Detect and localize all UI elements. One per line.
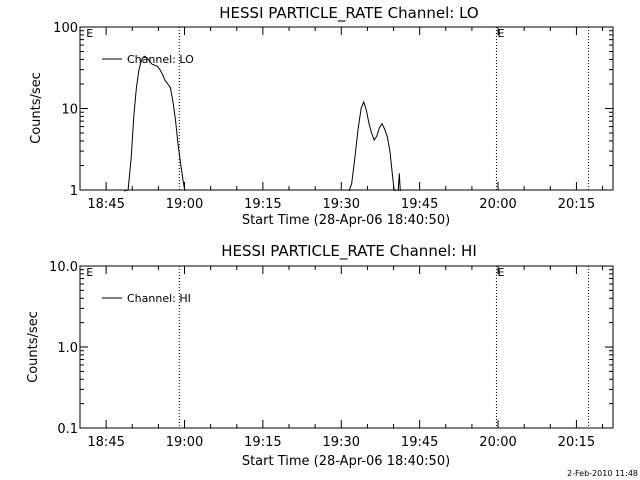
x-tick-label: 19:15 bbox=[244, 435, 281, 450]
x-tick-label: 20:15 bbox=[558, 435, 595, 450]
x-tick-label: 19:30 bbox=[323, 435, 360, 450]
y-tick-label: 1 bbox=[70, 184, 78, 199]
y-tick-label: 1.0 bbox=[57, 341, 78, 356]
legend: Channel: LO bbox=[102, 53, 194, 66]
legend-entry: Channel: LO bbox=[127, 53, 194, 66]
chart-title: HESSI PARTICLE_RATE Channel: LO bbox=[219, 4, 478, 23]
y-axis-label: Counts/sec bbox=[29, 72, 44, 144]
y-tick-label: 10.0 bbox=[49, 260, 78, 275]
x-tick-label: 20:15 bbox=[558, 197, 595, 212]
x-tick-label: 20:00 bbox=[479, 435, 516, 450]
timestamp-footer: 2-Feb-2010 11:48 bbox=[567, 469, 638, 478]
x-tick-label: 19:00 bbox=[166, 197, 203, 212]
x-axis: 18:45 19:00 19:15 19:30 19:45 20:00 20:15 bbox=[79, 27, 604, 212]
y-tick-label: 100 bbox=[53, 21, 78, 36]
plot-frame bbox=[79, 26, 614, 191]
x-tick-label: 18:45 bbox=[87, 435, 124, 450]
x-tick-label: 18:45 bbox=[87, 197, 124, 212]
chart-title: HESSI PARTICLE_RATE Channel: HI bbox=[221, 242, 477, 261]
x-axis-label: Start Time (28-Apr-06 18:40:50) bbox=[242, 213, 450, 228]
event-marker-label: E bbox=[86, 266, 93, 279]
event-marker-label: E bbox=[497, 266, 504, 279]
x-tick-label: 19:30 bbox=[323, 197, 360, 212]
event-marker-label: E bbox=[86, 27, 93, 40]
x-tick-label: 19:45 bbox=[401, 197, 438, 212]
x-axis: 18:45 19:00 19:15 19:30 19:45 20:00 20:15 bbox=[79, 266, 604, 450]
x-tick-label: 20:00 bbox=[479, 197, 516, 212]
series-line bbox=[397, 173, 401, 192]
legend: Channel: HI bbox=[102, 292, 191, 305]
plot-frame bbox=[79, 265, 614, 429]
y-tick-label: 0.1 bbox=[57, 422, 78, 437]
y-axis: 0.1 1.0 10.0 bbox=[49, 260, 613, 437]
y-axis: 1 10 100 bbox=[53, 21, 613, 199]
legend-entry: Channel: HI bbox=[127, 292, 191, 305]
x-tick-label: 19:00 bbox=[166, 435, 203, 450]
x-tick-label: 19:15 bbox=[244, 197, 281, 212]
series-line bbox=[124, 55, 186, 192]
y-axis-label: Counts/sec bbox=[26, 311, 41, 383]
x-axis-label: Start Time (28-Apr-06 18:40:50) bbox=[242, 454, 450, 469]
series-line bbox=[348, 100, 396, 192]
event-marker-label: E bbox=[497, 27, 504, 40]
x-tick-label: 19:45 bbox=[401, 435, 438, 450]
series-group bbox=[124, 55, 401, 192]
y-tick-label: 10 bbox=[61, 103, 78, 118]
